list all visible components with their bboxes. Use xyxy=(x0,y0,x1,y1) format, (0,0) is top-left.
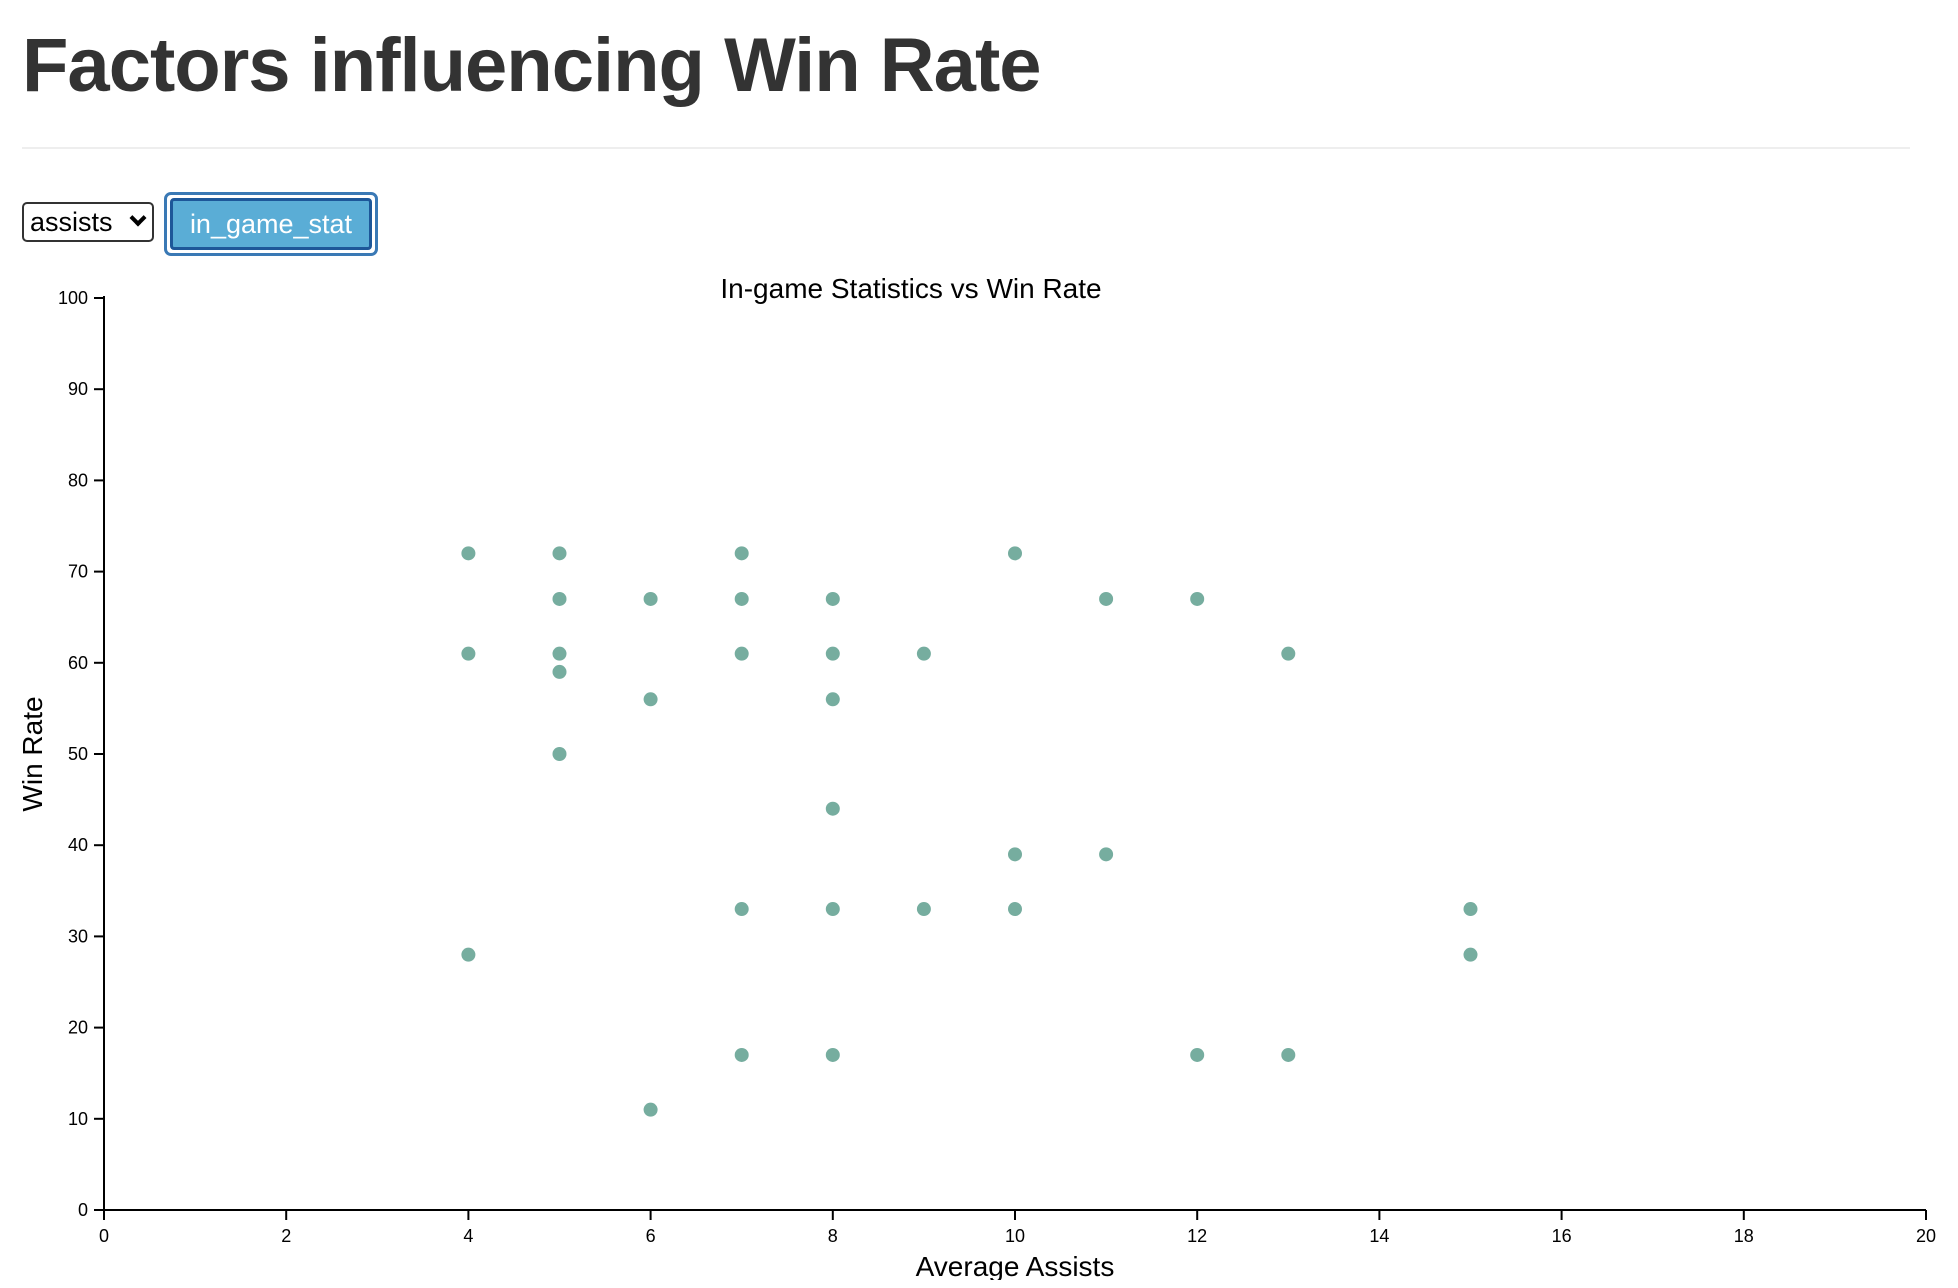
data-point xyxy=(552,546,567,561)
data-points xyxy=(461,546,1478,1117)
data-point xyxy=(643,591,658,606)
stat-select[interactable]: assists xyxy=(22,202,154,242)
scatter-chart: In-game Statistics vs Win Rate 010203040… xyxy=(17,273,1936,1280)
data-point xyxy=(643,692,658,707)
x-tick-label: 0 xyxy=(99,1226,109,1246)
y-tick-label: 80 xyxy=(68,470,88,490)
x-tick-label: 16 xyxy=(1552,1226,1572,1246)
x-tick-label: 2 xyxy=(281,1226,291,1246)
y-tick-label: 30 xyxy=(68,926,88,946)
data-point xyxy=(1008,902,1022,917)
data-point xyxy=(734,902,749,917)
data-point xyxy=(1463,902,1478,917)
data-point xyxy=(734,1047,749,1062)
x-tick-label: 20 xyxy=(1916,1226,1936,1246)
data-point xyxy=(1190,591,1205,606)
page-title: Factors influencing Win Rate xyxy=(22,23,1042,108)
data-point xyxy=(1281,646,1296,661)
data-point xyxy=(734,546,749,561)
data-point xyxy=(825,801,840,816)
x-tick-label: 10 xyxy=(1005,1226,1025,1246)
data-point xyxy=(1008,847,1022,862)
x-tick-label: 8 xyxy=(828,1226,838,1246)
chart-title: In-game Statistics vs Win Rate xyxy=(720,273,1101,304)
x-tick-label: 12 xyxy=(1187,1226,1207,1246)
y-tick-label: 100 xyxy=(58,288,88,308)
data-point xyxy=(825,902,840,917)
x-tick-label: 6 xyxy=(646,1226,656,1246)
data-point xyxy=(552,664,567,679)
data-point xyxy=(1190,1047,1205,1062)
x-tick-label: 14 xyxy=(1369,1226,1389,1246)
y-axis-label: Win Rate xyxy=(17,696,48,811)
y-tick-label: 50 xyxy=(68,744,88,764)
chevron-down-icon xyxy=(129,209,147,227)
x-axis: 0 2 4 6 8 10 12 14 16 18 20 xyxy=(99,1209,1936,1246)
in-game-stat-button[interactable]: in_game_stat xyxy=(164,192,378,256)
data-point xyxy=(461,646,476,661)
data-point xyxy=(734,646,749,661)
data-point xyxy=(1008,546,1022,561)
data-point xyxy=(552,646,567,661)
data-point xyxy=(825,646,840,661)
data-point xyxy=(1099,591,1114,606)
data-point xyxy=(1099,847,1114,862)
y-tick-label: 40 xyxy=(68,835,88,855)
x-tick-label: 4 xyxy=(463,1226,473,1246)
y-tick-label: 60 xyxy=(68,653,88,673)
data-point xyxy=(552,591,567,606)
data-point xyxy=(1281,1047,1296,1062)
x-tick-label: 18 xyxy=(1734,1226,1754,1246)
y-tick-label: 0 xyxy=(78,1200,88,1220)
data-point xyxy=(916,902,931,917)
stat-select-value: assists xyxy=(30,206,113,237)
y-tick-label: 20 xyxy=(68,1018,88,1038)
data-point xyxy=(643,1102,658,1117)
data-point xyxy=(734,591,749,606)
data-point xyxy=(825,1047,840,1062)
data-point xyxy=(461,947,476,962)
y-tick-label: 90 xyxy=(68,379,88,399)
data-point xyxy=(916,646,931,661)
data-point xyxy=(825,591,840,606)
data-point xyxy=(825,692,840,707)
data-point xyxy=(1463,947,1478,962)
x-axis-label: Average Assists xyxy=(916,1251,1115,1280)
y-tick-label: 70 xyxy=(68,562,88,582)
in-game-stat-button-label: in_game_stat xyxy=(170,198,372,250)
data-point xyxy=(461,546,476,561)
title-divider xyxy=(22,147,1910,149)
data-point xyxy=(552,747,567,761)
y-axis: 0 10 20 30 40 50 60 70 80 90 100 xyxy=(58,288,105,1220)
y-tick-label: 10 xyxy=(68,1109,88,1129)
